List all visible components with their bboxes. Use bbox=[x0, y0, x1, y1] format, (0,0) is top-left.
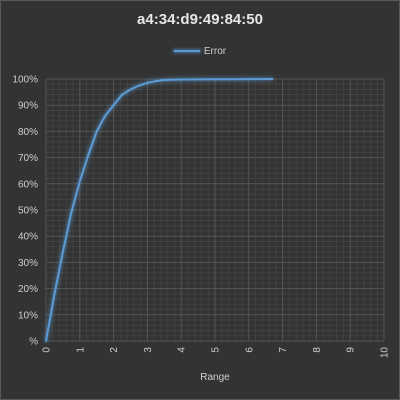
y-tick-label: 50% bbox=[18, 206, 38, 217]
y-tick-label: 60% bbox=[18, 179, 38, 190]
x-tick-label: 9 bbox=[346, 347, 357, 353]
x-tick-label: 3 bbox=[143, 347, 154, 353]
x-tick-label: 4 bbox=[177, 347, 188, 353]
x-tick-label: 8 bbox=[312, 347, 323, 353]
x-tick-label: 0 bbox=[42, 347, 53, 353]
y-tick-label: 100% bbox=[12, 75, 38, 86]
x-axis-labels: 0 1 2 3 4 5 6 7 8 9 10 bbox=[42, 347, 391, 359]
x-tick-label: 7 bbox=[278, 347, 289, 353]
x-tick-label: 1 bbox=[75, 347, 86, 353]
x-tick-label: 10 bbox=[380, 347, 391, 359]
y-tick-label: 40% bbox=[18, 232, 38, 243]
y-tick-label: 70% bbox=[18, 153, 38, 164]
y-tick-label: 10% bbox=[18, 310, 38, 321]
x-tick-label: 5 bbox=[211, 347, 222, 353]
y-tick-label: % bbox=[29, 337, 38, 348]
x-tick-label: 2 bbox=[109, 347, 120, 353]
y-tick-label: 30% bbox=[18, 258, 38, 269]
y-tick-label: 90% bbox=[18, 101, 38, 112]
major-gridlines bbox=[46, 79, 384, 341]
x-axis-title: Range bbox=[200, 372, 230, 383]
y-tick-label: 80% bbox=[18, 127, 38, 138]
y-axis-labels: % 10% 20% 30% 40% 50% 60% 70% 80% 90% 100% bbox=[12, 75, 38, 348]
x-tick-label: 6 bbox=[244, 347, 255, 353]
y-tick-label: 20% bbox=[18, 284, 38, 295]
